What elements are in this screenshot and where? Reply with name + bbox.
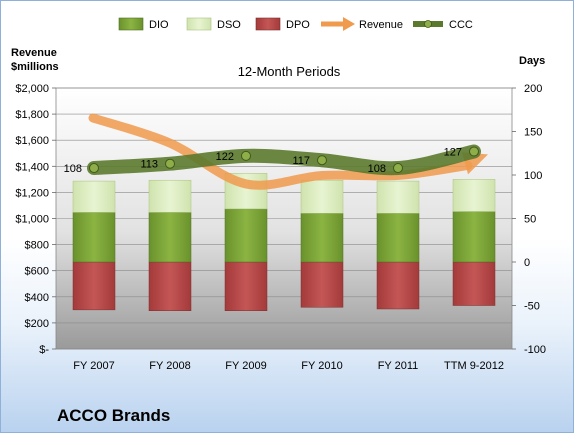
legend-label-dso: DSO <box>217 19 241 31</box>
right-tick-label: -50 <box>524 301 540 313</box>
legend-label-dio: DIO <box>149 19 169 31</box>
dio-bar <box>376 213 420 263</box>
x-category-label: TTM 9-2012 <box>444 360 504 372</box>
dio-bar <box>300 213 344 263</box>
ccc-marker <box>165 158 175 169</box>
legend-label-revenue: Revenue <box>359 19 403 31</box>
dio-bar <box>72 212 116 263</box>
left-axis-title-line1: Revenue <box>11 47 57 59</box>
ccc-line <box>87 144 481 176</box>
legend-swatch-dio <box>118 17 144 31</box>
dso-bar <box>72 180 116 213</box>
dio-bar <box>452 211 496 263</box>
right-tick-label: 50 <box>524 214 536 226</box>
ccc-marker <box>317 155 327 166</box>
ccc-data-label: 113 <box>140 159 158 171</box>
legend-swatch-ccc-marker <box>424 20 432 28</box>
legend-swatch-revenue-head <box>343 17 355 31</box>
ccc-marker <box>469 146 479 157</box>
left-tick-label: $600 <box>25 266 49 278</box>
company-name: ACCO Brands <box>57 406 171 425</box>
ccc-data-label: 117 <box>292 155 310 167</box>
left-tick-label: $1,600 <box>15 135 49 147</box>
dso-bar <box>300 179 344 214</box>
dpo-bar <box>224 261 268 311</box>
legend-swatch-dso <box>186 17 212 31</box>
revenue-line <box>88 113 473 190</box>
left-tick-label: $200 <box>25 318 49 330</box>
ccc-data-label: 122 <box>216 151 234 163</box>
legend-label-dpo: DPO <box>286 19 310 31</box>
ccc-data-label: 108 <box>64 163 82 175</box>
left-tick-label: $1,800 <box>15 109 49 121</box>
x-category-label: FY 2009 <box>225 360 266 372</box>
left-tick-label: $1,400 <box>15 161 49 173</box>
legend-label-ccc: CCC <box>449 19 473 31</box>
ccc-marker <box>89 163 99 174</box>
right-tick-label: -100 <box>524 344 546 356</box>
x-category-label: FY 2010 <box>301 360 342 372</box>
left-tick-label: $- <box>39 344 49 356</box>
left-tick-label: $400 <box>25 292 49 304</box>
dio-bar <box>148 212 192 263</box>
right-tick-label: 150 <box>524 127 542 139</box>
legend-swatch-dpo <box>255 17 281 31</box>
x-category-label: FY 2007 <box>73 360 114 372</box>
left-tick-label: $1,000 <box>15 214 49 226</box>
left-tick-label: $1,200 <box>15 187 49 199</box>
dio-bar <box>224 208 268 263</box>
right-tick-label: 100 <box>524 170 542 182</box>
ccc-marker <box>241 150 251 161</box>
dso-bar <box>452 179 496 212</box>
chart-subtitle: 12-Month Periods <box>238 64 341 79</box>
right-axis-title: Days <box>519 55 545 67</box>
ccc-marker <box>393 163 403 174</box>
dpo-bar <box>300 261 344 308</box>
right-tick-label: 0 <box>524 257 530 269</box>
dpo-bar <box>452 261 496 306</box>
dso-bar <box>376 180 420 214</box>
dpo-bar <box>376 261 420 310</box>
ccc-data-label: 127 <box>444 147 462 159</box>
ccc-data-label: 108 <box>368 163 386 175</box>
dpo-bar <box>72 261 116 311</box>
dpo-bar <box>148 261 192 311</box>
left-tick-label: $2,000 <box>15 83 49 95</box>
left-axis-title-line2: $millions <box>11 61 59 73</box>
dso-bar <box>148 179 192 213</box>
x-category-label: FY 2011 <box>378 360 419 372</box>
left-tick-label: $800 <box>25 240 49 252</box>
x-category-label: FY 2008 <box>149 360 190 372</box>
right-tick-label: 200 <box>524 83 542 95</box>
